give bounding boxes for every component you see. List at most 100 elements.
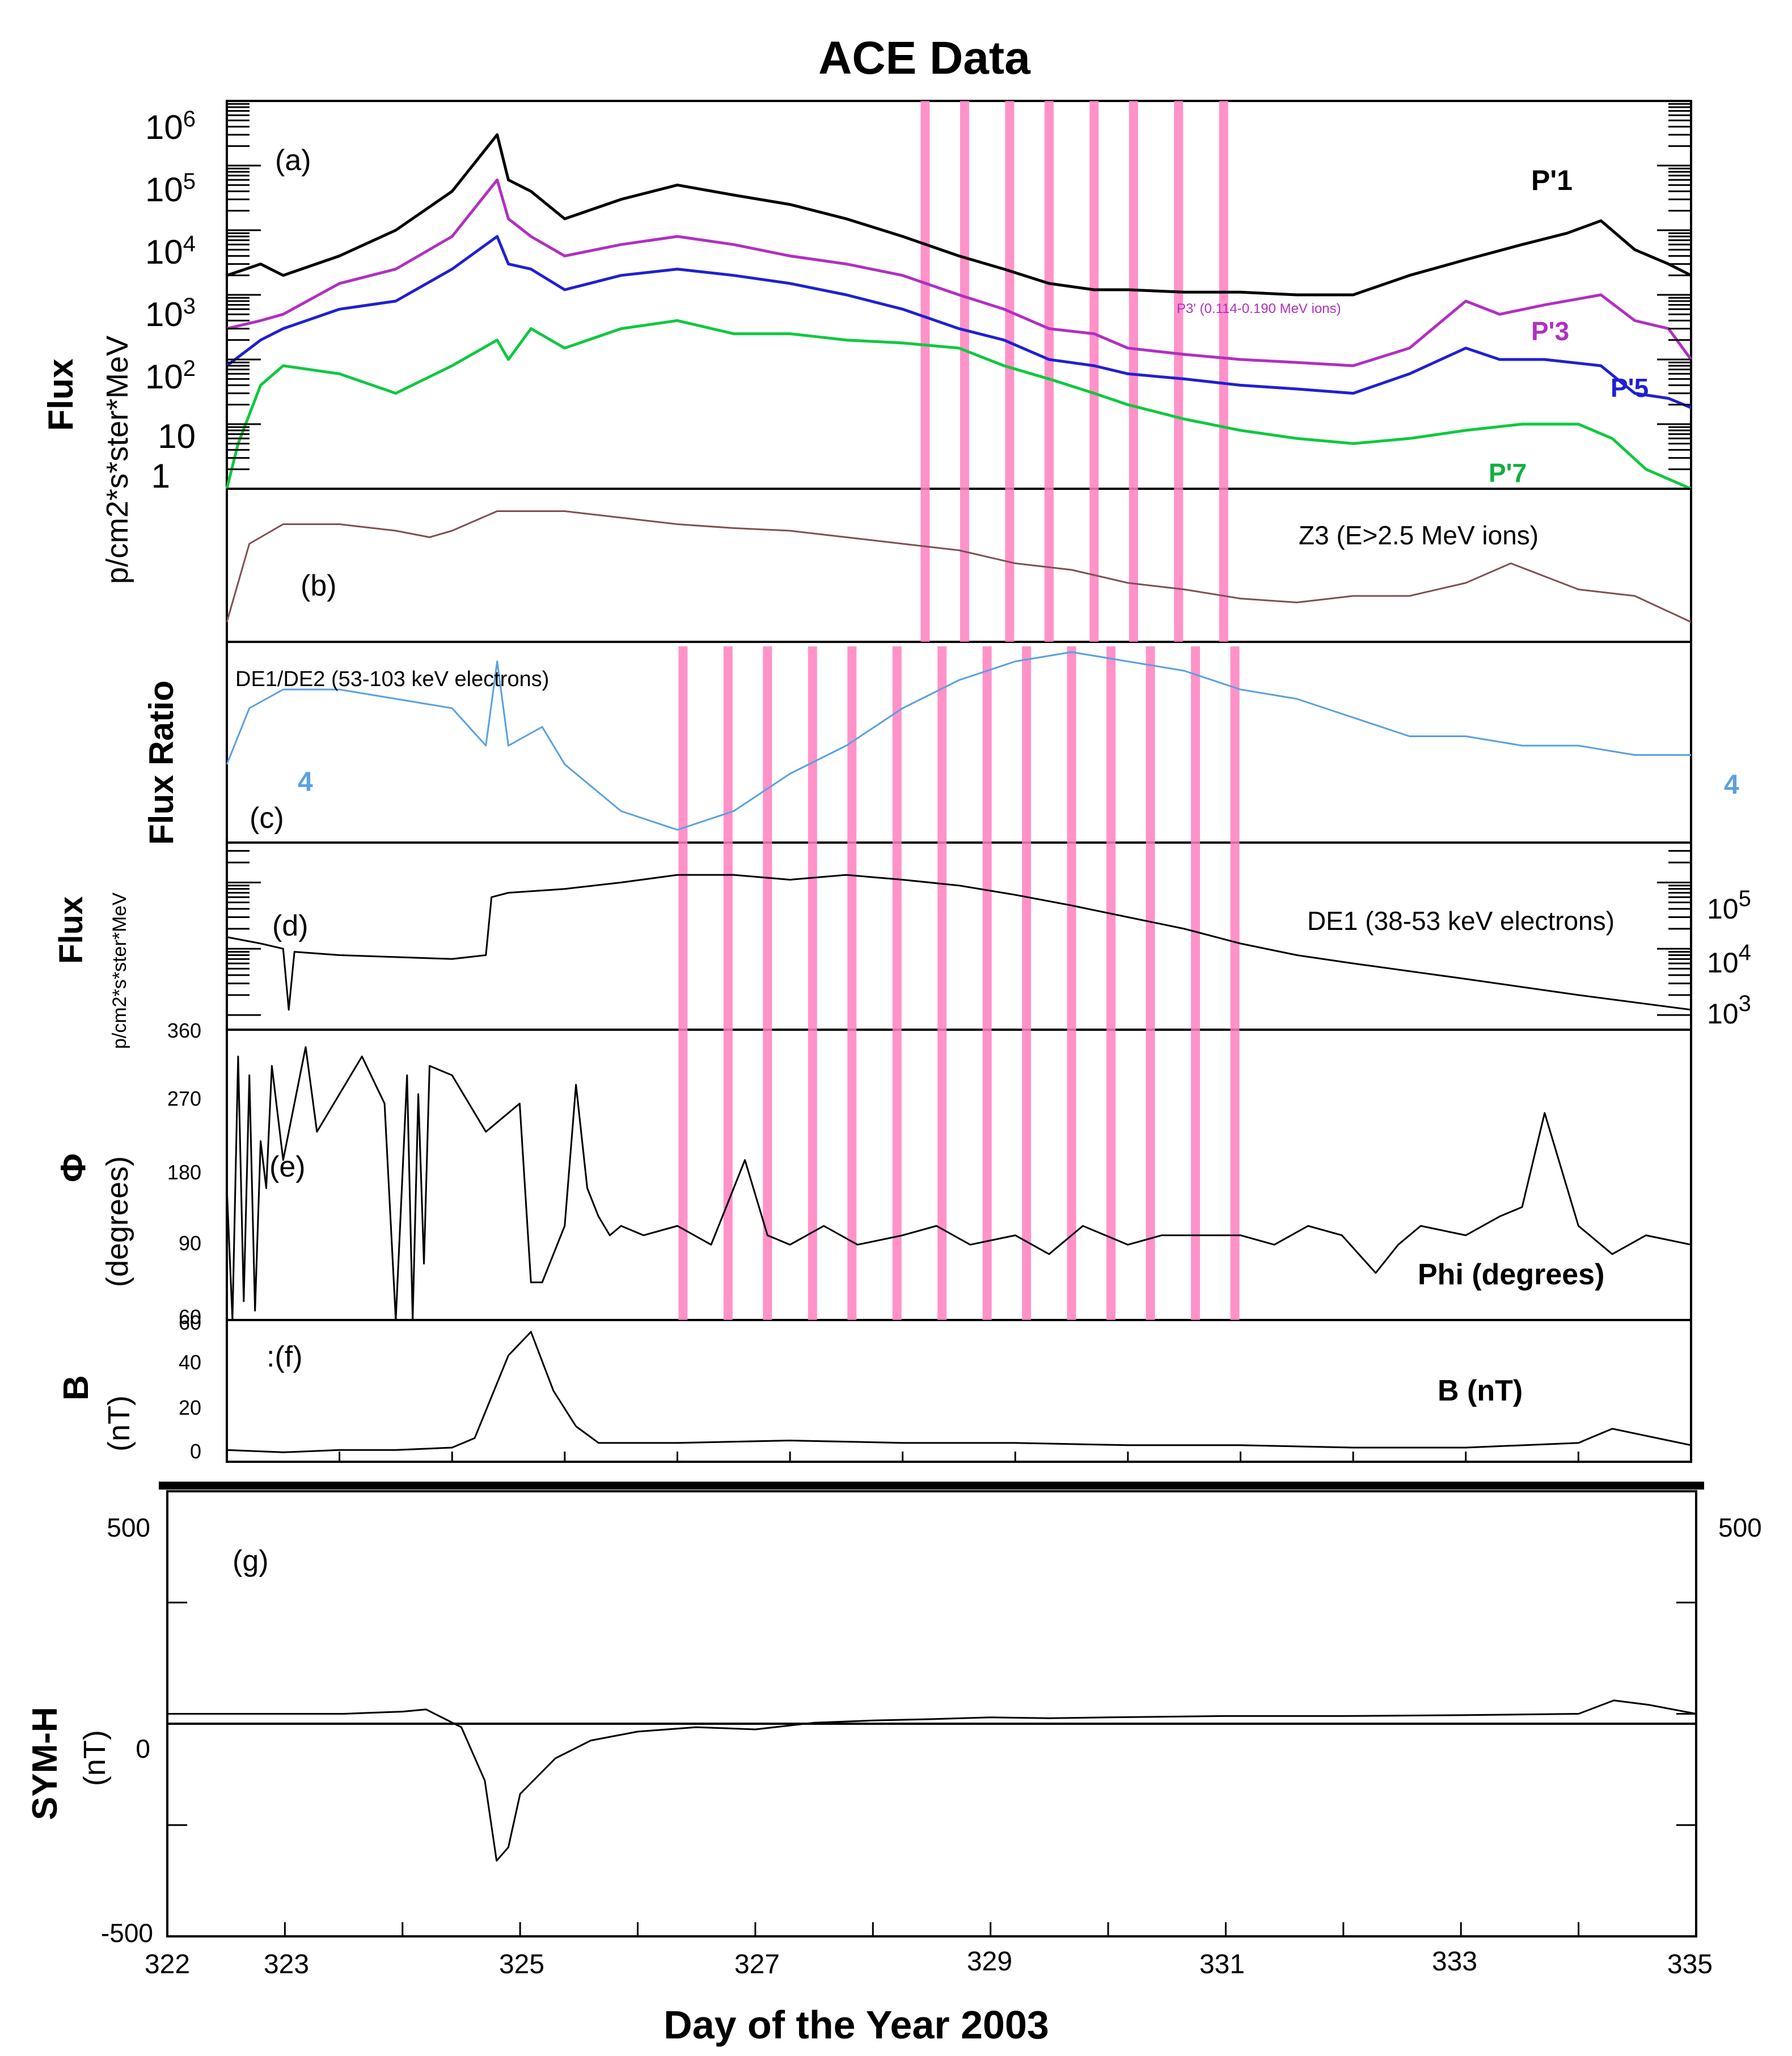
highlight-band-lower bbox=[847, 646, 857, 1320]
panel-c-letter: (c) bbox=[250, 802, 284, 835]
f-tick-40: 40 bbox=[179, 1351, 201, 1374]
highlight-band-lower bbox=[808, 646, 817, 1320]
x-tick-331: 331 bbox=[1199, 1949, 1245, 1979]
highlight-band-upper bbox=[1005, 101, 1015, 642]
panel-a-ylabel: Flux bbox=[41, 358, 81, 431]
p3-annotation: P3' (0.114-0.190 MeV ions) bbox=[1177, 301, 1341, 316]
panel-d-labels: (d) Flux p/cm2*s*ster*MeV DE1 (38-53 keV… bbox=[53, 886, 1751, 1049]
series-line-e-phi-degrees- bbox=[226, 1046, 1692, 1321]
x-axis: 322 323 325 327 329 331 333 335 bbox=[145, 1947, 1713, 1979]
panel-e-letter: (e) bbox=[269, 1150, 306, 1183]
series-line-a-p-3 bbox=[226, 178, 1693, 367]
x-tick-329: 329 bbox=[967, 1947, 1012, 1977]
highlight-band-lower bbox=[723, 646, 733, 1320]
panel-g-y-ticks: 500 0 -500 bbox=[101, 1513, 153, 1948]
panel-c-tick-right: 4 bbox=[1724, 770, 1739, 800]
series-line-g-sym-h bbox=[167, 1699, 1697, 1862]
series-line-a-p-7 bbox=[225, 319, 1692, 490]
panel-g-labels: (g) SYM-H (nT) 500 0 -500 500 bbox=[26, 1513, 1762, 1948]
panel-a-letter: (a) bbox=[275, 144, 311, 177]
highlight-band-lower bbox=[763, 646, 772, 1320]
panel-f-y-ticks: 60 40 20 0 bbox=[179, 1311, 201, 1463]
g-tick-right-500: 500 bbox=[1718, 1513, 1762, 1542]
panel-a-ylabel-units: p/cm2*s*ster*MeV bbox=[100, 336, 134, 584]
x-tick-323: 323 bbox=[264, 1949, 309, 1979]
highlight-band-lower bbox=[937, 646, 947, 1320]
panel-a-labels: (a) Flux p/cm2*s*ster*MeV 106 105 104 10… bbox=[41, 107, 1649, 584]
panel-f-letter: :(f) bbox=[267, 1340, 303, 1373]
e-tick-90: 90 bbox=[179, 1232, 201, 1255]
g-tick-0: 0 bbox=[136, 1734, 150, 1763]
panel-f-ylabel-units: (nT) bbox=[102, 1395, 136, 1452]
panel-f-frame bbox=[226, 1319, 1692, 1463]
d-tick-1e5: 105 bbox=[1707, 886, 1751, 925]
series-line-c-de1-de2-53-103-kev-electrons- bbox=[226, 651, 1691, 831]
highlight-band-upper bbox=[1174, 101, 1184, 642]
y-tick-1: 1 bbox=[151, 457, 170, 495]
highlight-band-upper bbox=[960, 101, 969, 642]
d-tick-1e4: 104 bbox=[1707, 940, 1751, 979]
y-tick-1e2: 102 bbox=[145, 356, 196, 396]
highlight-band-lower bbox=[678, 646, 688, 1320]
y-tick-10: 10 bbox=[158, 417, 196, 455]
f-tick-60: 60 bbox=[179, 1311, 201, 1334]
y-tick-1e3: 103 bbox=[145, 294, 196, 333]
panel-e-y-ticks: 360 270 180 90 60 bbox=[167, 1019, 201, 1329]
panel-frames bbox=[166, 100, 1697, 1937]
e-tick-270: 270 bbox=[167, 1087, 201, 1110]
highlight-band-lower bbox=[1230, 646, 1240, 1320]
panel-a-y-ticks: 106 105 104 103 102 10 1 bbox=[145, 107, 196, 495]
tick-marks bbox=[166, 103, 1697, 1937]
legend-p1: P'1 bbox=[1531, 164, 1573, 196]
legend-p5: P'5 bbox=[1611, 373, 1649, 403]
panel-c-ylabel: Flux Ratio bbox=[142, 680, 180, 845]
panel-c-labels: (c) Flux Ratio DE1/DE2 (53-103 keV elect… bbox=[142, 667, 1739, 845]
f-tick-0: 0 bbox=[190, 1440, 201, 1463]
x-tick-335: 335 bbox=[1667, 1949, 1713, 1979]
panel-d-frame bbox=[226, 841, 1692, 1031]
highlight-band-lower bbox=[892, 646, 902, 1320]
f-tick-20: 20 bbox=[179, 1396, 201, 1419]
panel-f-labels: :(f) B (nT) 60 40 20 0 B (nT) bbox=[57, 1311, 1523, 1463]
x-tick-325: 325 bbox=[499, 1949, 544, 1979]
y-tick-1e4: 104 bbox=[145, 231, 196, 271]
highlight-band-lower bbox=[1146, 646, 1155, 1320]
series-line-b-z3-e-2-5-mev-ions- bbox=[226, 510, 1692, 623]
series-line-a-p-5 bbox=[226, 235, 1692, 409]
legend-de1-de2: DE1/DE2 (53-103 keV electrons) bbox=[235, 667, 549, 691]
panel-c-tick-left: 4 bbox=[298, 767, 313, 797]
legend-phi: Phi (degrees) bbox=[1418, 1258, 1604, 1291]
panel-e-ylabel-units: (degrees) bbox=[100, 1156, 134, 1287]
highlight-band-lower bbox=[982, 646, 992, 1320]
highlight-band-lower bbox=[1106, 646, 1116, 1320]
x-tick-322: 322 bbox=[145, 1949, 190, 1979]
g-tick-500: 500 bbox=[107, 1513, 150, 1542]
highlight-band-upper bbox=[1219, 101, 1228, 642]
highlight-band-lower bbox=[1191, 646, 1201, 1320]
e-tick-180: 180 bbox=[167, 1161, 201, 1184]
highlight-band-upper bbox=[1089, 101, 1099, 642]
panel-b-letter: (b) bbox=[301, 569, 337, 602]
highlight-band-lower bbox=[1067, 646, 1076, 1320]
panel-d-right-ticks: 105 104 103 bbox=[1707, 886, 1751, 1030]
legend-p7: P'7 bbox=[1489, 458, 1527, 488]
g-tick-neg500: -500 bbox=[101, 1918, 153, 1948]
highlight-band-upper bbox=[920, 101, 930, 642]
e-tick-360: 360 bbox=[167, 1019, 201, 1042]
series-line-d-de1-38-53-kev-electrons- bbox=[226, 874, 1692, 1011]
legend-z3: Z3 (E>2.5 MeV ions) bbox=[1299, 521, 1539, 550]
panel-g-letter: (g) bbox=[233, 1545, 269, 1577]
e-tick-60: 60 bbox=[179, 1305, 201, 1329]
legend-de1: DE1 (38-53 keV electrons) bbox=[1307, 906, 1615, 936]
panel-g-ylabel-units: (nT) bbox=[78, 1730, 112, 1786]
panel-d-ylabel-units: p/cm2*s*ster*MeV bbox=[109, 892, 130, 1049]
panel-g-frame bbox=[166, 1490, 1697, 1937]
series-layer bbox=[167, 133, 1697, 1862]
panel-e-labels: (e) Φ (degrees) 360 270 180 90 60 Phi (d… bbox=[54, 1019, 1604, 1329]
panel-b-labels: (b) Z3 (E>2.5 MeV ions) bbox=[301, 521, 1539, 602]
legend-b: B (nT) bbox=[1438, 1374, 1523, 1407]
panel-g-ylabel: SYM-H bbox=[26, 1707, 65, 1820]
x-axis-label: Day of the Year 2003 bbox=[663, 2003, 1049, 2047]
series-line-a-p-1 bbox=[226, 133, 1692, 297]
